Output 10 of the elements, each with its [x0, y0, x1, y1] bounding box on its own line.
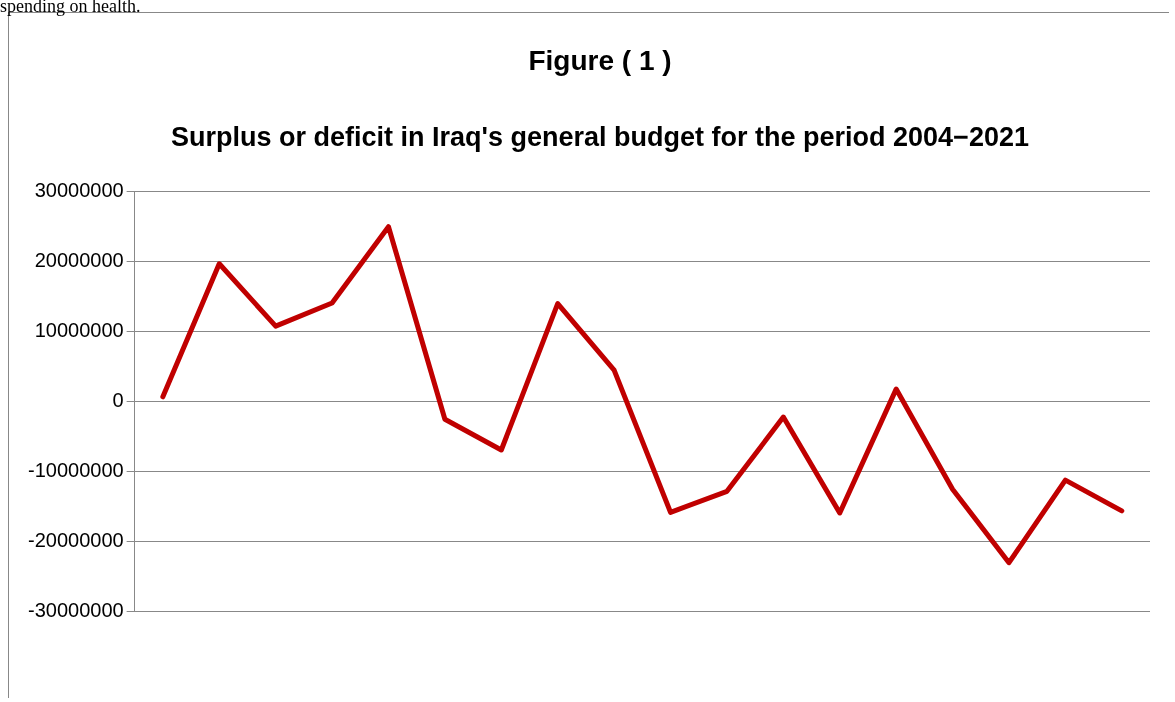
- y-tick-label: -10000000: [27, 458, 124, 481]
- y-tick-label: 20000000: [34, 248, 124, 271]
- chart-title: Figure ( 1 ): [527, 45, 673, 77]
- y-tick-label: -20000000: [27, 528, 124, 551]
- y-tick-label: 10000000: [34, 318, 124, 341]
- y-tick-label: 0: [112, 388, 124, 411]
- chart-subtitle: Surplus or deficit in Iraq's general budget for the period 2004−2021: [170, 121, 1030, 154]
- text: spending on health.: [0, 0, 141, 17]
- y-tick-label: -30000000: [27, 598, 124, 621]
- y-tick-label: 30000000: [34, 178, 124, 201]
